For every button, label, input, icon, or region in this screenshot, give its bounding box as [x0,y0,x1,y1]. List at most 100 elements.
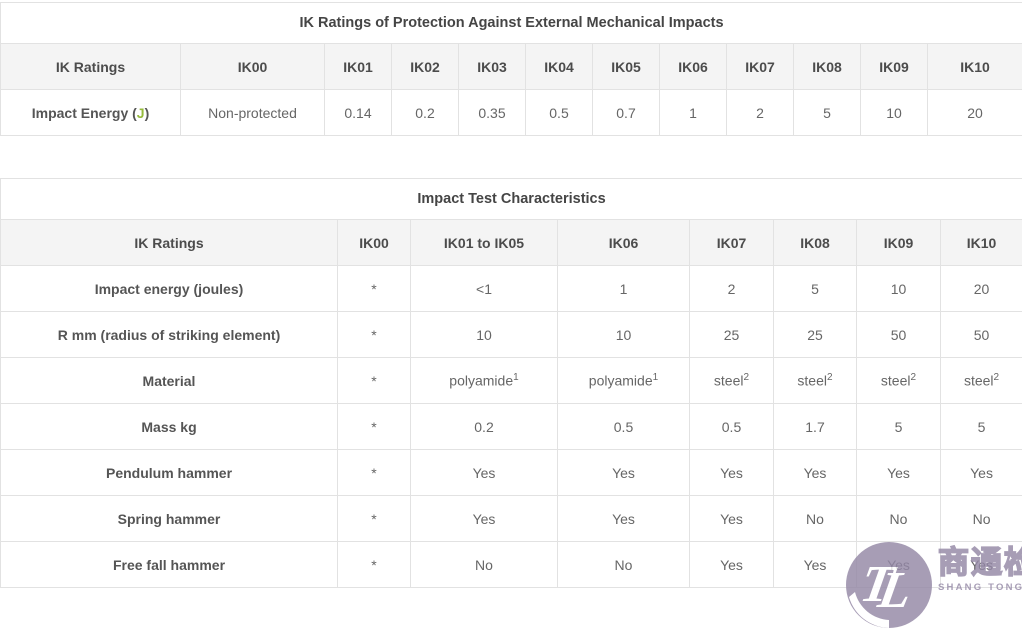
table2-value-cell: 20 [941,266,1022,312]
table2-value-cell: No [857,496,941,542]
table2-row-label: Pendulum hammer [1,450,338,496]
table1-header-cell: IK07 [727,44,794,90]
table2-value-cell: 10 [857,266,941,312]
table2-value-cell: Yes [941,450,1022,496]
table2-value-cell: Yes [774,450,857,496]
table2-header-cell: IK Ratings [1,220,338,266]
table1-header-cell: IK02 [392,44,459,90]
footnote-reference: 2 [994,372,1000,383]
table1-value-cell: 0.7 [593,90,660,136]
table2-value-cell: Yes [941,542,1022,588]
table2-value-cell: 50 [941,312,1022,358]
table2-value-cell: No [558,542,690,588]
table2-row-label: Material [1,358,338,404]
table2-value-cell: Yes [558,450,690,496]
table1-header-cell: IK04 [526,44,593,90]
table1-value-cell: 0.2 [392,90,459,136]
table2-value-cell: steel2 [774,358,857,404]
table1-header-cell: IK03 [459,44,526,90]
joule-unit: J [137,105,145,121]
table2-title: Impact Test Characteristics [1,179,1022,220]
table1-row-label: Impact Energy (J) [1,90,181,136]
table1-header-cell: IK06 [660,44,727,90]
table1-value-cell: 10 [861,90,928,136]
table1-value-cell: 0.14 [325,90,392,136]
table2-value-cell: Yes [774,542,857,588]
table2-row-label: Free fall hammer [1,542,338,588]
row-label-prefix: Impact Energy ( [32,105,137,121]
table2-value-cell: * [338,496,411,542]
table2-value-cell: 2 [690,266,774,312]
table2-value-cell: Yes [857,450,941,496]
table2-value-cell: No [411,542,558,588]
table1-title-row: IK Ratings of Protection Against Externa… [1,3,1022,44]
table2-value-cell: Yes [857,542,941,588]
table2-value-cell: Yes [690,450,774,496]
table2-value-cell: polyamide1 [558,358,690,404]
table1-header-cell: IK05 [593,44,660,90]
table2-title-row: Impact Test Characteristics [1,179,1022,220]
table2-value-cell: 0.5 [558,404,690,450]
table2-header-cell: IK09 [857,220,941,266]
table2-value-cell: * [338,266,411,312]
table2-value-cell: * [338,450,411,496]
table2-header-cell: IK00 [338,220,411,266]
table2-header-cell: IK10 [941,220,1022,266]
footnote-reference: 1 [513,372,519,383]
table1-header-cell: IK09 [861,44,928,90]
table2-value-cell: 5 [941,404,1022,450]
table1-value-cell: 20 [928,90,1022,136]
table2-row-label: Impact energy (joules) [1,266,338,312]
table2-value-cell: steel2 [857,358,941,404]
footnote-reference: 2 [744,372,750,383]
table2-header-cell: IK01 to IK05 [411,220,558,266]
table2-header-cell: IK07 [690,220,774,266]
table1-value-cell: 5 [794,90,861,136]
table2-value-cell: 5 [774,266,857,312]
table2-value-cell: 1 [558,266,690,312]
table2-value-cell: Yes [411,450,558,496]
table2-row-label: Mass kg [1,404,338,450]
footnote-reference: 2 [827,372,833,383]
table2-value-cell: 10 [411,312,558,358]
table2-value-cell: 10 [558,312,690,358]
table2-value-cell: Yes [690,542,774,588]
table2-value-cell: * [338,542,411,588]
table2-value-cell: steel2 [941,358,1022,404]
table2-value-cell: 25 [690,312,774,358]
table2-value-cell: 50 [857,312,941,358]
table1-title: IK Ratings of Protection Against Externa… [1,3,1022,44]
table2-header-cell: IK08 [774,220,857,266]
row-label-suffix: ) [145,105,150,121]
table2-value-cell: 25 [774,312,857,358]
footnote-reference: 1 [653,372,659,383]
table2-row-label: R mm (radius of striking element) [1,312,338,358]
table2-value-cell: Yes [411,496,558,542]
table2-value-cell: polyamide1 [411,358,558,404]
table2-value-cell: * [338,358,411,404]
table2-value-cell: * [338,404,411,450]
table1-value-cell: 1 [660,90,727,136]
table1-header-cell: IK Ratings [1,44,181,90]
table2-value-cell: * [338,312,411,358]
ik-ratings-table: IK Ratings of Protection Against Externa… [0,2,1022,136]
table2-row-label: Spring hammer [1,496,338,542]
footnote-reference: 2 [911,372,917,383]
table2-value-cell: No [941,496,1022,542]
table1-header-cell: IK08 [794,44,861,90]
table1-header-cell: IK00 [181,44,325,90]
table2-value-cell: No [774,496,857,542]
table1-header-cell: IK01 [325,44,392,90]
table1-value-cell: 2 [727,90,794,136]
table1-header-cell: IK10 [928,44,1022,90]
